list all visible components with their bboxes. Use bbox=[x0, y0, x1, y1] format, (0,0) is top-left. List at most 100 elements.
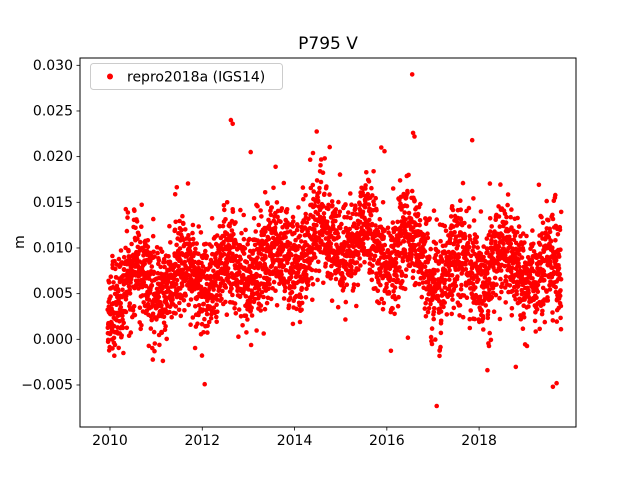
scatter-point bbox=[166, 279, 171, 284]
scatter-point bbox=[248, 269, 253, 275]
scatter-point bbox=[307, 157, 313, 162]
scatter-point bbox=[234, 253, 239, 259]
scatter-point bbox=[317, 185, 322, 191]
scatter-point bbox=[397, 178, 403, 183]
scatter-point-outlier bbox=[550, 384, 556, 390]
scatter-point bbox=[540, 285, 546, 291]
scatter-point bbox=[487, 216, 493, 221]
scatter-point bbox=[255, 255, 260, 260]
scatter-point bbox=[213, 258, 219, 264]
scatter-point bbox=[526, 290, 531, 296]
scatter-point bbox=[174, 277, 180, 283]
legend-label: repro2018a (IGS14) bbox=[127, 70, 265, 86]
scatter-point bbox=[511, 237, 517, 242]
scatter-point bbox=[316, 259, 321, 265]
scatter-point bbox=[268, 220, 273, 226]
scatter-point bbox=[168, 240, 173, 245]
scatter-point bbox=[179, 227, 184, 233]
scatter-point bbox=[449, 273, 455, 278]
scatter-point bbox=[314, 178, 320, 183]
scatter-point bbox=[436, 285, 442, 290]
scatter-point bbox=[473, 285, 478, 290]
scatter-point bbox=[187, 237, 192, 242]
scatter-point bbox=[112, 258, 117, 264]
scatter-point bbox=[203, 241, 209, 247]
scatter-point bbox=[230, 292, 235, 298]
scatter-point bbox=[382, 242, 388, 248]
scatter-point bbox=[152, 348, 157, 354]
scatter-point bbox=[186, 302, 191, 308]
scatter-point bbox=[172, 192, 178, 197]
scatter-point bbox=[380, 200, 386, 205]
scatter-point bbox=[481, 254, 486, 260]
scatter-point bbox=[267, 277, 272, 282]
scatter-point bbox=[433, 337, 438, 342]
scatter-point bbox=[229, 286, 234, 291]
scatter-point bbox=[438, 344, 443, 350]
scatter-point bbox=[116, 289, 121, 294]
scatter-point bbox=[159, 330, 165, 336]
scatter-point bbox=[485, 367, 490, 373]
scatter-point bbox=[112, 353, 117, 359]
scatter-point bbox=[141, 300, 146, 305]
scatter-point bbox=[161, 314, 167, 320]
scatter-point bbox=[204, 253, 210, 259]
scatter-point bbox=[542, 277, 547, 283]
x-tick-label: 2010 bbox=[92, 433, 128, 449]
scatter-point bbox=[322, 191, 327, 197]
scatter-point bbox=[173, 219, 178, 225]
scatter-point bbox=[214, 233, 220, 238]
scatter-point bbox=[223, 217, 228, 222]
scatter-point bbox=[501, 241, 506, 247]
scatter-point bbox=[225, 266, 231, 271]
scatter-point bbox=[294, 227, 300, 233]
scatter-point bbox=[335, 304, 341, 310]
scatter-point bbox=[462, 220, 467, 226]
scatter-point bbox=[355, 282, 361, 288]
scatter-point bbox=[182, 259, 187, 265]
scatter-point bbox=[390, 306, 395, 311]
scatter-point bbox=[449, 311, 455, 317]
scatter-point bbox=[415, 211, 421, 217]
scatter-point bbox=[243, 313, 249, 319]
scatter-point bbox=[299, 285, 305, 291]
scatter-point bbox=[435, 293, 441, 299]
scatter-point bbox=[459, 282, 464, 288]
scatter-point bbox=[482, 264, 488, 269]
scatter-point bbox=[489, 238, 494, 243]
scatter-point bbox=[439, 288, 445, 293]
scatter-point bbox=[116, 345, 121, 351]
scatter-point bbox=[450, 207, 456, 213]
scatter-point bbox=[211, 268, 216, 274]
scatter-point bbox=[556, 254, 562, 259]
scatter-point bbox=[121, 254, 127, 260]
scatter-point bbox=[534, 307, 540, 312]
scatter-point bbox=[165, 286, 171, 292]
scatter-point bbox=[112, 342, 118, 348]
scatter-point bbox=[271, 279, 277, 285]
scatter-point bbox=[427, 255, 432, 260]
scatter-point bbox=[205, 330, 210, 335]
scatter-point bbox=[242, 246, 248, 251]
scatter-point bbox=[443, 228, 449, 234]
scatter-point bbox=[470, 281, 476, 287]
scatter-point bbox=[541, 268, 547, 274]
scatter-point bbox=[108, 294, 113, 299]
scatter-point bbox=[374, 208, 379, 213]
scatter-point bbox=[485, 315, 491, 321]
scatter-point bbox=[365, 191, 371, 197]
scatter-point bbox=[258, 308, 264, 313]
scatter-point bbox=[524, 233, 529, 239]
scatter-point bbox=[129, 241, 134, 247]
scatter-point bbox=[190, 236, 196, 242]
scatter-point-outlier bbox=[469, 137, 475, 143]
y-tick-label: 0.010 bbox=[33, 240, 73, 256]
scatter-point bbox=[337, 209, 343, 215]
scatter-point bbox=[306, 216, 311, 222]
scatter-point bbox=[139, 224, 144, 229]
scatter-point bbox=[513, 297, 518, 302]
scatter-point bbox=[471, 196, 476, 201]
scatter-point bbox=[463, 262, 468, 267]
scatter-point bbox=[558, 315, 563, 321]
scatter-point bbox=[238, 257, 243, 262]
